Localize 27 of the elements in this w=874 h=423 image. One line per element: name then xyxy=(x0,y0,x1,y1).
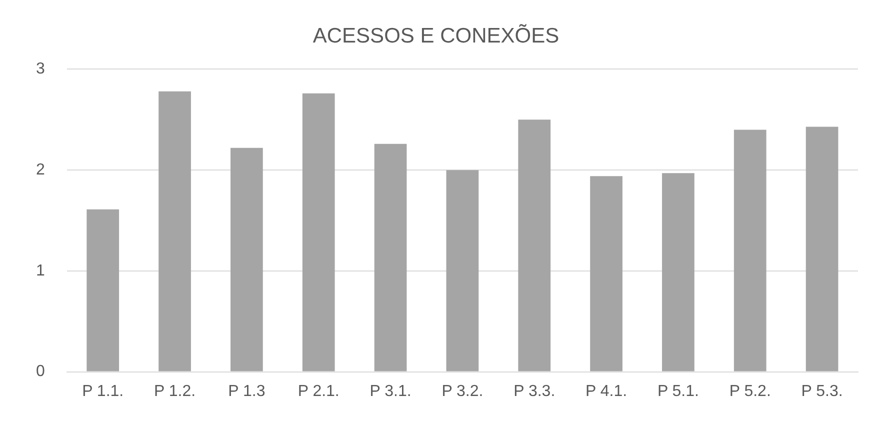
x-tick-label: P 1.1. xyxy=(82,382,124,400)
chart-title: ACESSOS E CONEXÕES xyxy=(312,23,560,48)
y-tick-label: 1 xyxy=(36,262,45,280)
y-tick-label: 2 xyxy=(36,161,45,178)
bar xyxy=(86,209,120,372)
y-tick-label: 3 xyxy=(36,60,45,78)
bar xyxy=(374,144,407,372)
bar xyxy=(662,173,694,372)
bar xyxy=(590,176,622,372)
x-tick-label: P 5.3. xyxy=(801,382,843,400)
bar xyxy=(734,130,766,372)
bar xyxy=(446,170,479,372)
x-tick-label: P 2.1. xyxy=(298,382,340,400)
x-tick-label: P 3.2. xyxy=(442,382,484,400)
y-tick-label: 0 xyxy=(36,363,45,380)
bar xyxy=(302,93,335,372)
bar xyxy=(518,120,551,372)
x-tick-label: P 3.3. xyxy=(514,382,556,400)
x-tick-label: P 4.1. xyxy=(586,382,628,400)
bar xyxy=(158,91,191,372)
x-tick-label: P 1.2. xyxy=(154,382,196,400)
x-tick-label: P 3.1. xyxy=(370,382,412,400)
x-tick-label: P 1.3 xyxy=(228,382,266,400)
x-tick-label: P 5.2. xyxy=(729,382,771,400)
bar xyxy=(230,148,263,372)
x-tick-label: P 5.1. xyxy=(657,382,699,400)
bar xyxy=(806,126,838,372)
